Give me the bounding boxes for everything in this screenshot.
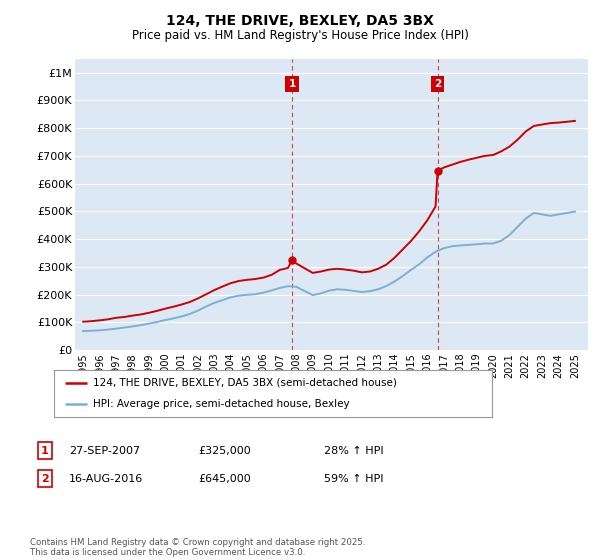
Text: 28% ↑ HPI: 28% ↑ HPI <box>324 446 383 456</box>
Text: Contains HM Land Registry data © Crown copyright and database right 2025.
This d: Contains HM Land Registry data © Crown c… <box>30 538 365 557</box>
Text: 1: 1 <box>41 446 49 456</box>
Text: £325,000: £325,000 <box>198 446 251 456</box>
Text: 27-SEP-2007: 27-SEP-2007 <box>69 446 140 456</box>
Text: 2: 2 <box>434 79 441 88</box>
Text: 16-AUG-2016: 16-AUG-2016 <box>69 474 143 484</box>
Text: £645,000: £645,000 <box>198 474 251 484</box>
Text: 2: 2 <box>41 474 49 484</box>
Text: HPI: Average price, semi-detached house, Bexley: HPI: Average price, semi-detached house,… <box>94 399 350 409</box>
Text: 1: 1 <box>289 79 296 88</box>
Text: 124, THE DRIVE, BEXLEY, DA5 3BX: 124, THE DRIVE, BEXLEY, DA5 3BX <box>166 14 434 28</box>
Text: Price paid vs. HM Land Registry's House Price Index (HPI): Price paid vs. HM Land Registry's House … <box>131 29 469 42</box>
Text: 59% ↑ HPI: 59% ↑ HPI <box>324 474 383 484</box>
Text: 124, THE DRIVE, BEXLEY, DA5 3BX (semi-detached house): 124, THE DRIVE, BEXLEY, DA5 3BX (semi-de… <box>94 378 397 388</box>
